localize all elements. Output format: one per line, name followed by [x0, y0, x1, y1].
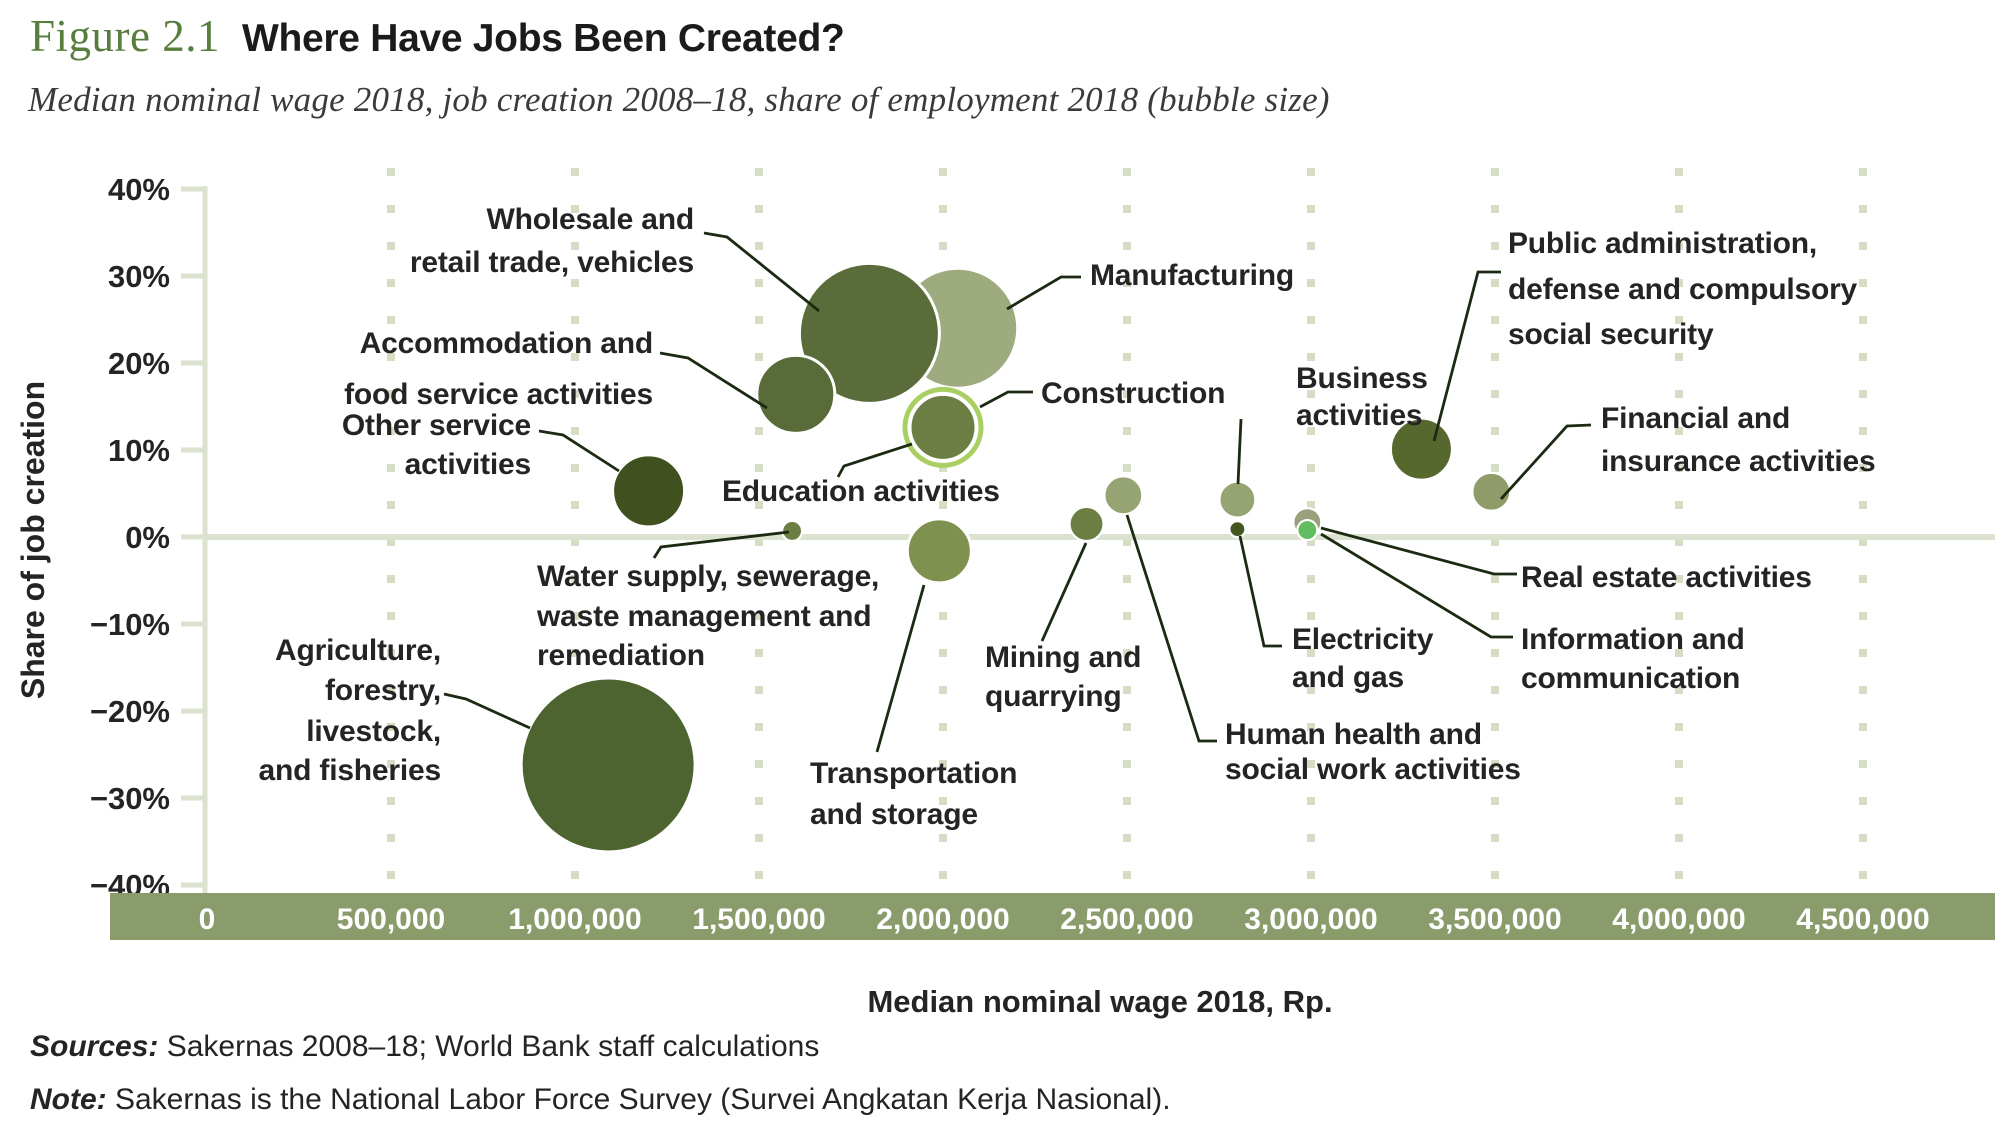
note-line: Note: Sakernas is the National Labor For…: [30, 1083, 1171, 1117]
y-tick-label: −30%: [90, 781, 170, 816]
figure-header: Figure 2.1 Where Have Jobs Been Created?: [30, 10, 845, 62]
sector-label-electricity-gas: Electricity and gas: [1292, 623, 1434, 694]
leader-line-electricity-gas: [1238, 535, 1282, 648]
sector-label-financial-insurance: Financial and insurance activities: [1601, 402, 1875, 478]
sector-label-real-estate: Real estate activities: [1521, 561, 1812, 594]
bubble-transportation-storage: [905, 517, 973, 585]
figure-number: Figure 2.1: [30, 11, 220, 61]
leader-line-financial-insurance: [1499, 423, 1592, 500]
bubble-financial-insurance: [1471, 471, 1512, 512]
sector-label-information-communication: Information and communication: [1521, 623, 1745, 695]
y-tick-label: −20%: [90, 694, 170, 729]
sector-label-public-admin: Public administration, defense and compul…: [1508, 227, 1858, 351]
leader-line-transportation-storage: [875, 584, 926, 753]
bubble-electricity-gas: [1228, 520, 1247, 539]
sector-label-agriculture: Agriculture, forestry, livestock, and fishe…: [259, 634, 441, 787]
x-tick-label: 500,000: [337, 903, 445, 936]
sources-line: Sources: Sakernas 2008–18; World Bank st…: [30, 1030, 819, 1064]
leader-line-real-estate: [1320, 526, 1517, 576]
y-tick-label: 20%: [108, 346, 170, 381]
sector-label-accommodation-food: Accommodation and food service activities: [344, 327, 653, 411]
sector-label-other-services: Other service activities: [342, 409, 531, 481]
x-tick-label: 3,000,000: [1244, 903, 1377, 936]
leader-line-wholesale-retail: [703, 231, 820, 313]
leader-line-water-supply: [652, 530, 790, 559]
x-tick-label: 1,000,000: [508, 903, 641, 936]
leader-line-accommodation-food: [659, 351, 768, 410]
y-axis-title: Share of job creation: [15, 381, 51, 699]
x-tick-label: 1,500,000: [692, 903, 825, 936]
bubble-construction: [908, 392, 978, 462]
x-tick-label: 3,500,000: [1428, 903, 1561, 936]
sector-label-transportation-storage: Transportation and storage: [810, 757, 1017, 831]
leader-line-education: [836, 442, 913, 478]
sector-label-wholesale-retail: Wholesale and retail trade, vehicles: [410, 203, 694, 279]
note-label: Note:: [30, 1083, 107, 1116]
bubble-other-services: [611, 453, 687, 529]
x-tick-label: 4,500,000: [1796, 903, 1929, 936]
sector-label-business: Business activities: [1296, 362, 1428, 432]
y-tick-label: 30%: [108, 259, 170, 294]
bubble-agriculture: [519, 676, 697, 854]
figure-subtitle: Median nominal wage 2018, job creation 2…: [28, 80, 1330, 119]
note-text: Sakernas is the National Labor Force Sur…: [106, 1083, 1171, 1116]
sector-label-water-supply: Water supply, sewerage, waste management …: [536, 560, 879, 672]
sector-label-human-health: Human health and social work activities: [1225, 718, 1521, 786]
bubble-wholesale-retail: [797, 261, 941, 405]
y-tick-label: 0%: [125, 520, 170, 555]
sector-label-manufacturing: Manufacturing: [1090, 259, 1294, 292]
bubble-water-supply: [781, 519, 804, 543]
leader-line-business: [1236, 418, 1243, 485]
leader-line-public-admin: [1432, 270, 1501, 442]
bubble-human-health: [1103, 475, 1144, 516]
y-tick-label: −10%: [90, 607, 170, 642]
x-tick-label: 4,000,000: [1612, 903, 1745, 936]
sector-label-mining: Mining and quarrying: [985, 641, 1141, 713]
bubble-business: [1218, 480, 1257, 519]
y-tick-label: 10%: [108, 433, 170, 468]
leader-line-information-communication: [1320, 532, 1513, 639]
bubble-mining: [1068, 505, 1105, 543]
sector-label-construction: Construction: [1041, 377, 1225, 410]
leader-line-human-health: [1125, 514, 1217, 743]
leader-line-manufacturing: [1006, 275, 1081, 311]
x-tick-label: 2,500,000: [1060, 903, 1193, 936]
x-tick-label: 2,000,000: [876, 903, 1009, 936]
sector-label-education: Education activities: [722, 475, 1000, 508]
leader-line-other-services: [538, 429, 620, 473]
sources-text: Sakernas 2008–18; World Bank staff calcu…: [158, 1030, 820, 1063]
x-axis-title: Median nominal wage 2018, Rp.: [867, 984, 1332, 1019]
leader-line-agriculture: [443, 692, 531, 730]
bubble-real-estate: [1296, 518, 1319, 542]
leader-line-construction: [979, 390, 1033, 409]
y-tick-label: 40%: [108, 172, 170, 207]
x-tick-label: 0: [199, 903, 216, 936]
leader-line-mining: [1040, 542, 1088, 642]
bubble-accommodation-food: [755, 353, 837, 435]
x-axis-bar: [110, 893, 1995, 940]
sources-label: Sources:: [30, 1030, 159, 1063]
figure-title: Where Have Jobs Been Created?: [242, 17, 845, 60]
